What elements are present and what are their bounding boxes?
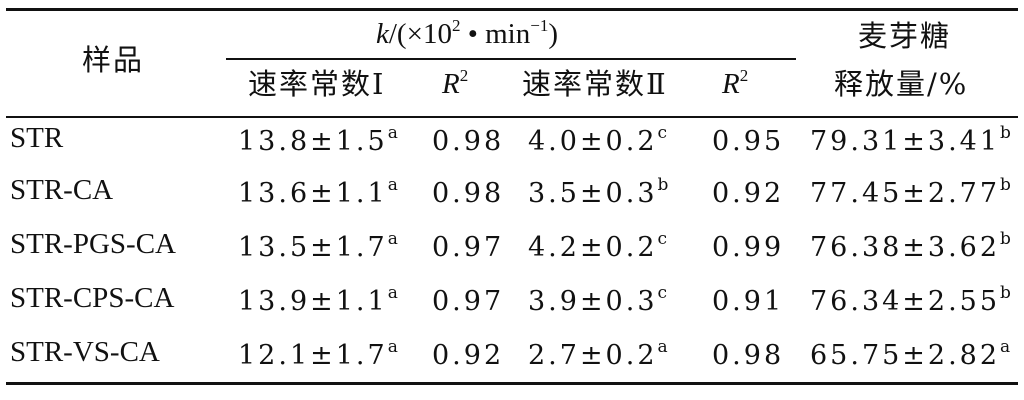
k-suffix: ) [548,18,558,50]
row-3-sample: STR-PGS-CA [10,228,176,260]
row-4-sample: STR-CPS-CA [10,282,175,314]
row-5-r2b: 0.98 [712,340,785,371]
header-maltose-line1: 麦芽糖 [858,19,952,53]
row-5-r2a: 0.92 [432,340,505,371]
row-2-sample: STR-CA [10,174,114,206]
header-rule [6,116,1018,118]
k-unit-exp: −1 [530,16,549,35]
header-k-group: k/(×102 • min−1) [376,17,558,50]
bottom-rule [6,382,1018,385]
row-2-r2b: 0.92 [712,178,785,209]
data-table: 样品 k/(×102 • min−1) 速率常数Ⅰ R2 速率常数Ⅱ R2 麦芽… [6,0,1018,400]
row-2-rate1: 13.6±1.1a [238,175,398,209]
row-4-rate2: 3.9±0.3c [528,283,668,317]
row-1-rate2: 4.0±0.2c [528,123,668,157]
row-5-rate1: 12.1±1.7a [238,337,398,371]
row-5-sample: STR-VS-CA [10,336,160,368]
k-exp: 2 [451,16,461,35]
k-symbol: k [376,18,389,50]
row-2-maltose: 77.45±2.77b [810,175,1011,209]
header-maltose-line2: 释放量/% [834,67,969,101]
header-r2-b: R2 [722,66,749,100]
top-rule [6,8,1018,11]
header-sample: 样品 [82,43,145,77]
k-group-underline [226,58,796,60]
k-unit: • min [460,18,531,50]
header-rate1: 速率常数Ⅰ [248,67,386,101]
header-r2-a: R2 [442,66,469,100]
row-3-r2b: 0.99 [712,232,785,263]
row-4-r2a: 0.97 [432,286,505,317]
row-4-maltose: 76.34±2.55b [810,283,1011,317]
row-4-rate1: 13.9±1.1a [238,283,398,317]
header-rate2: 速率常数Ⅱ [522,67,668,101]
row-2-rate2: 3.5±0.3b [528,175,669,209]
row-5-rate2: 2.7±0.2a [528,337,668,371]
k-prefix: /(×10 [388,18,452,50]
row-1-rate1: 13.8±1.5a [238,123,398,157]
row-5-maltose: 65.75±2.82a [810,337,1011,371]
row-3-maltose: 76.38±3.62b [810,229,1011,263]
row-3-r2a: 0.97 [432,232,505,263]
row-4-r2b: 0.91 [712,286,785,317]
row-1-r2b: 0.95 [712,126,785,157]
row-3-rate2: 4.2±0.2c [528,229,668,263]
row-2-r2a: 0.98 [432,178,505,209]
row-1-sample: STR [10,122,64,154]
row-3-rate1: 13.5±1.7a [238,229,398,263]
row-1-maltose: 79.31±3.41b [810,123,1011,157]
row-1-r2a: 0.98 [432,126,505,157]
